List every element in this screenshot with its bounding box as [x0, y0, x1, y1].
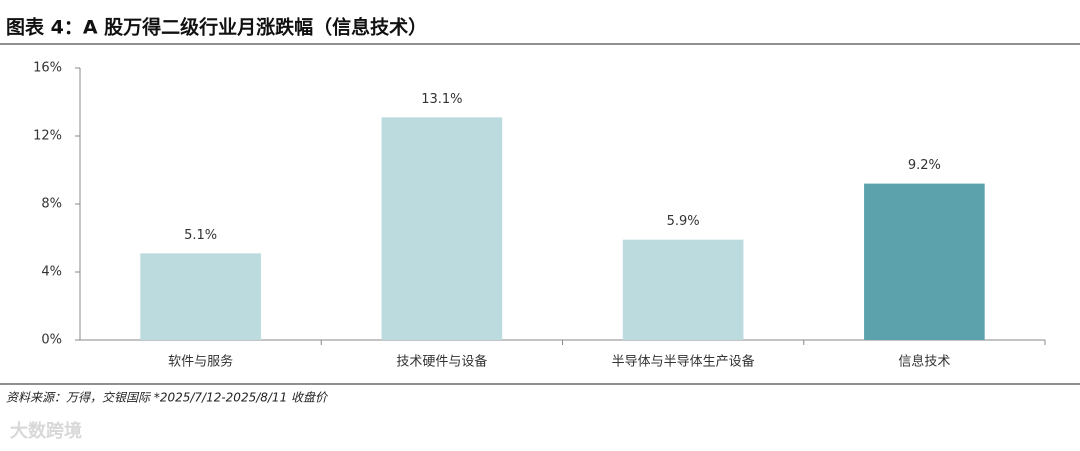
x-tick-label: 技术硬件与设备 [396, 354, 487, 370]
y-tick-label: 8% [41, 197, 62, 212]
y-tick-label: 12% [33, 129, 62, 144]
source-note: 资料来源：万得，交银国际 *2025/7/12-2025/8/11 收盘价 [6, 391, 329, 405]
bar [622, 239, 744, 340]
bar [864, 183, 985, 340]
y-tick-label: 4% [41, 265, 62, 280]
value-label: 5.1% [184, 228, 217, 243]
chart-title: 图表 4：A 股万得二级行业月涨跌幅（信息技术） [6, 16, 427, 39]
value-label: 5.9% [667, 214, 700, 229]
value-label: 9.2% [908, 158, 941, 173]
y-tick-label: 0% [41, 333, 62, 348]
x-tick-label: 半导体与半导体生产设备 [612, 354, 755, 370]
x-tick-label: 软件与服务 [168, 354, 233, 370]
value-label: 13.1% [421, 92, 462, 107]
y-tick-label: 16% [33, 61, 62, 76]
x-tick-label: 信息技术 [898, 354, 950, 370]
bar [140, 253, 261, 340]
bar [381, 117, 503, 340]
watermark: 大数跨境 [10, 420, 82, 442]
